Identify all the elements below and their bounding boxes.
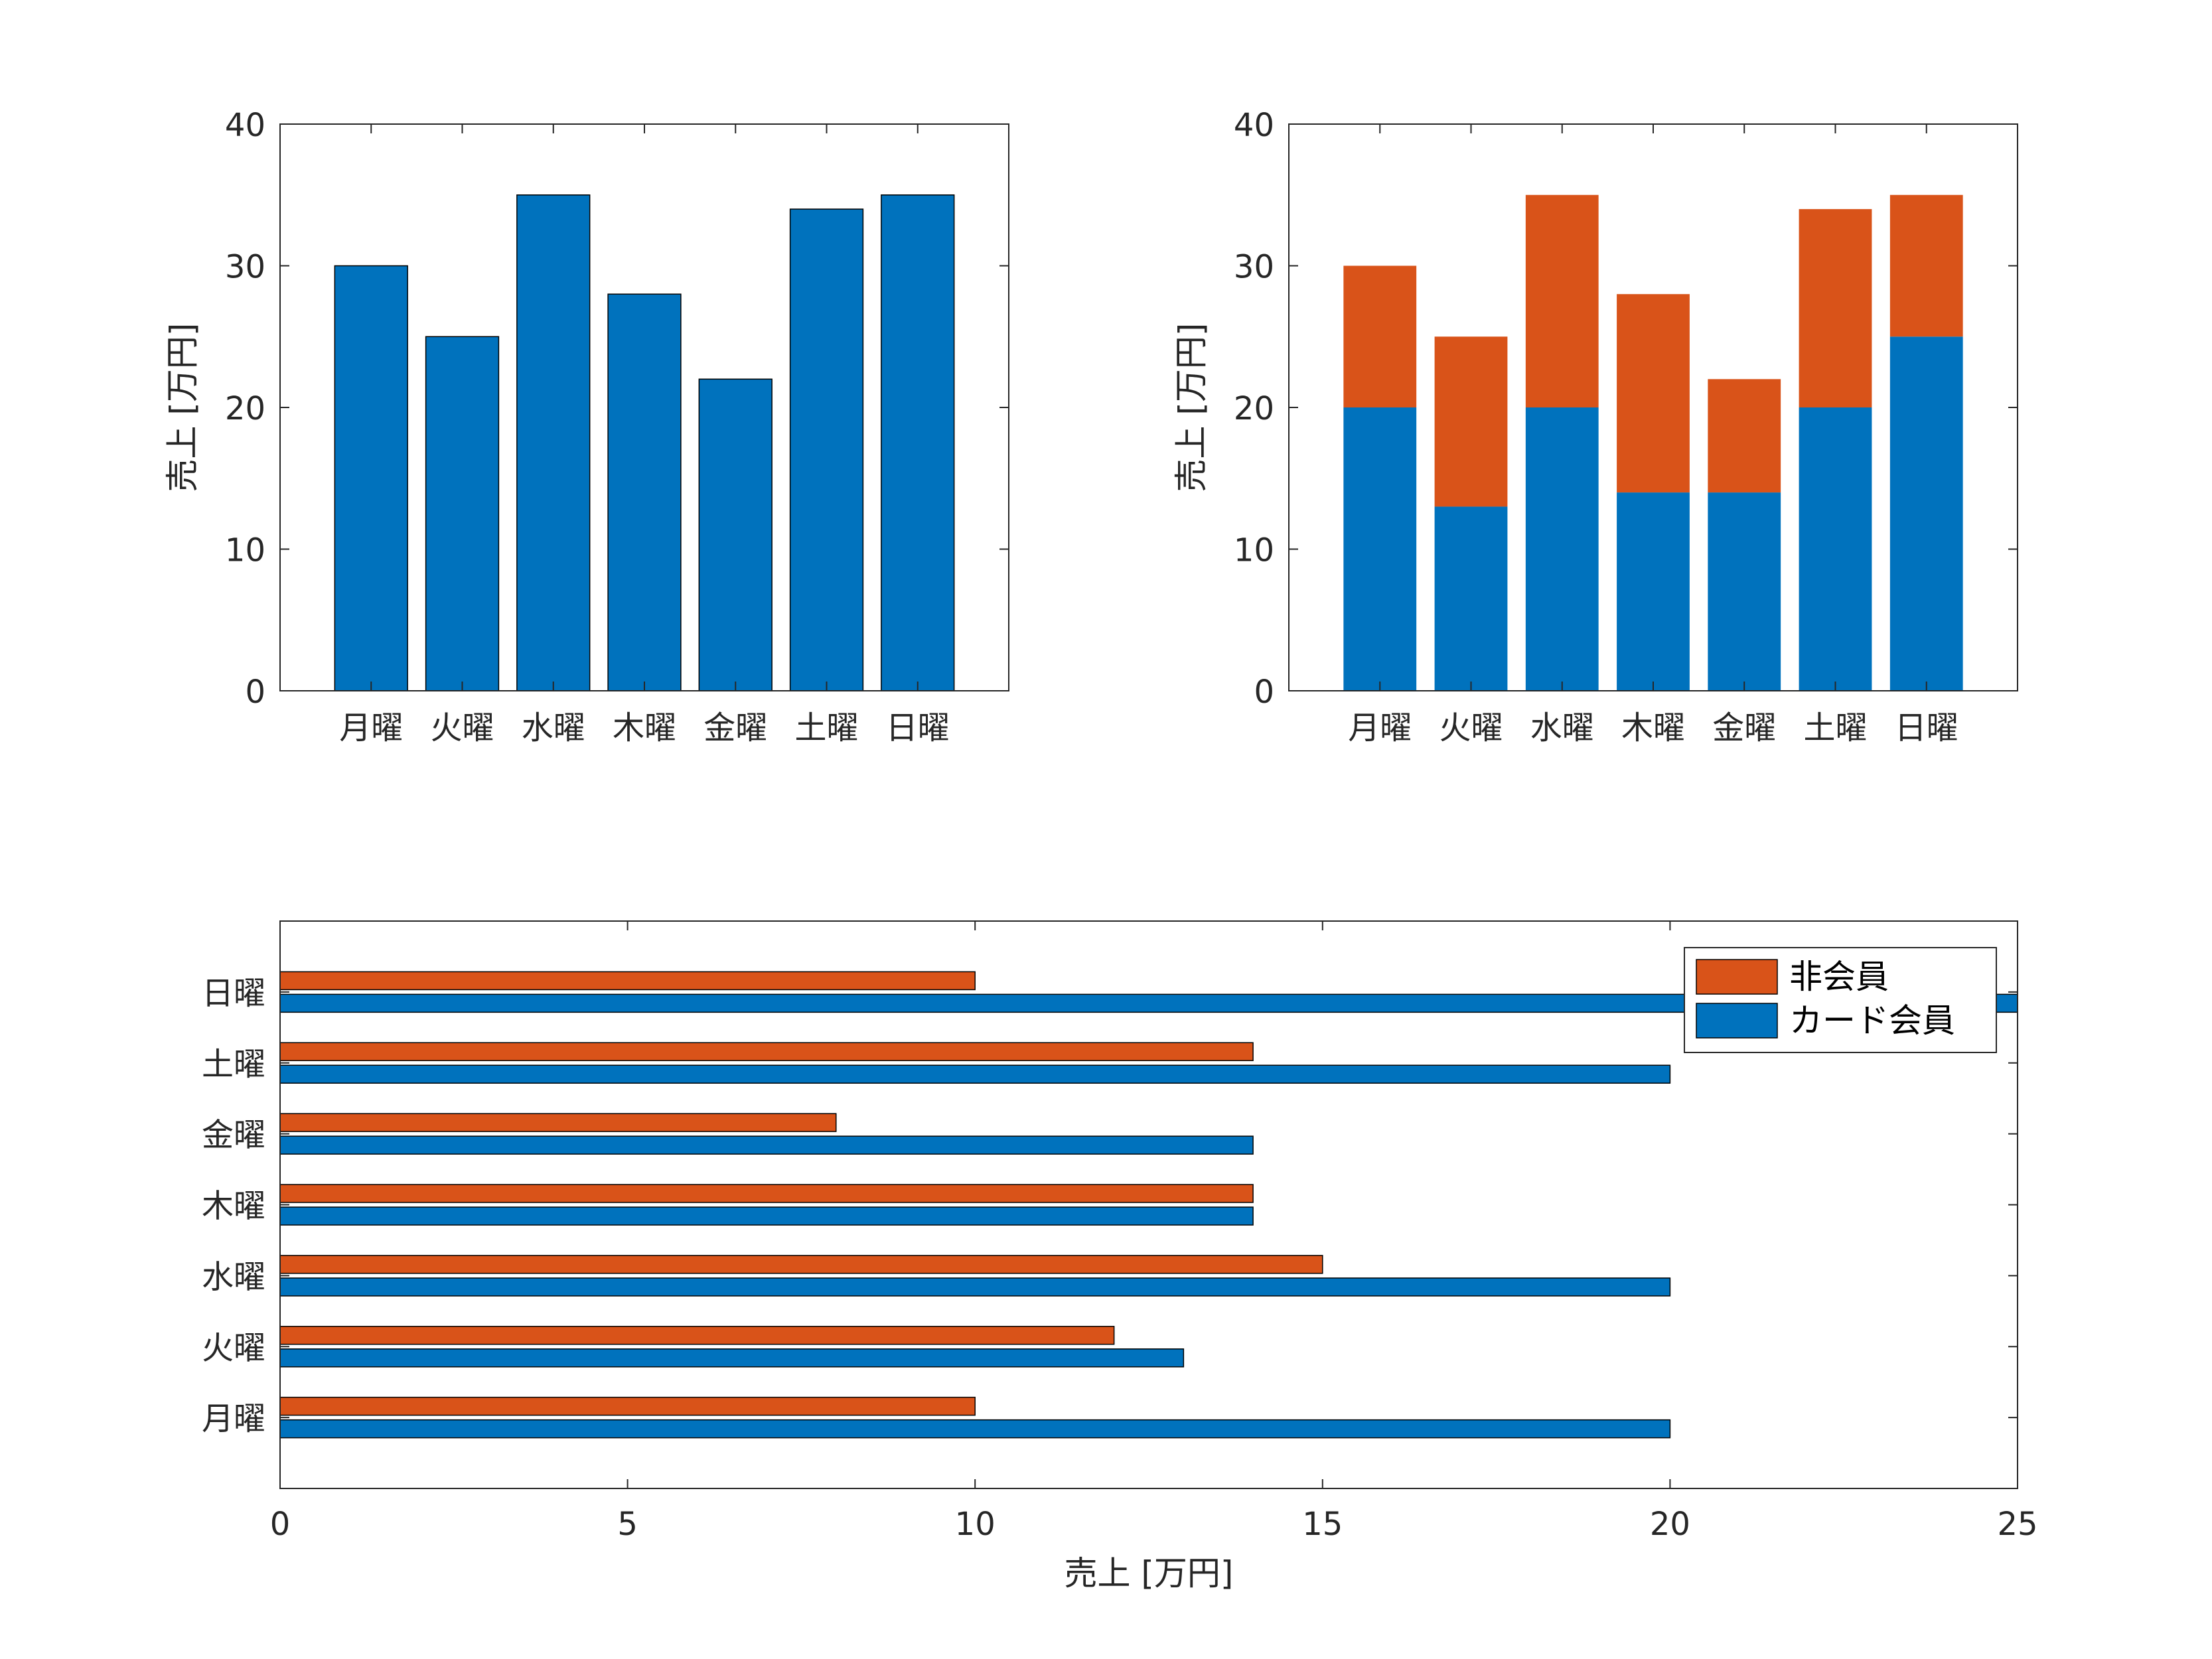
top-left-bar-土曜-s0: [789, 208, 864, 691]
top-left-ylabel: 売上 [万円]: [163, 323, 202, 492]
top-right-bar-金曜-s0: [1708, 492, 1781, 691]
bottom-xlabel: 売上 [万円]: [1065, 1554, 1234, 1593]
top-left-category-label: 金曜: [703, 709, 767, 747]
bottom-bar-木曜-カード会員: [279, 1206, 1254, 1226]
top-left-category-label: 木曜: [613, 709, 676, 747]
top-left-category-label: 火曜: [430, 709, 494, 747]
top-left-ytick-label: 40: [225, 107, 265, 144]
bottom-bar-水曜-非会員: [279, 1255, 1323, 1274]
top-left-category-label: 月曜: [339, 709, 403, 747]
top-left-bar-水曜-s0: [516, 194, 591, 691]
top-right-category-label: 金曜: [1712, 709, 1776, 747]
bottom-xtick-label: 25: [1997, 1506, 2037, 1543]
bottom-bar-土曜-カード会員: [279, 1064, 1671, 1084]
top-right-ylabel: 売上 [万円]: [1172, 323, 1211, 492]
top-right-bar-火曜-s0: [1434, 506, 1508, 691]
top-right-category-label: 日曜: [1895, 709, 1958, 747]
top-right-bar-月曜-s1: [1343, 265, 1417, 407]
bottom-category-label: 水曜: [202, 1258, 265, 1295]
top-left-ytick-label: 10: [225, 532, 265, 569]
top-right-bar-土曜-s0: [1799, 407, 1872, 691]
top-left-bar-金曜-s0: [698, 378, 773, 691]
legend-label-0: 非会員: [1789, 958, 1889, 996]
top-right-bar-日曜-s0: [1889, 336, 1963, 691]
top-right-category-label: 木曜: [1621, 709, 1685, 747]
bottom-bar-金曜-カード会員: [279, 1135, 1254, 1155]
bottom-bar-月曜-カード会員: [279, 1419, 1671, 1439]
top-left-bar-日曜-s0: [881, 194, 955, 691]
bottom-bar-金曜-非会員: [279, 1113, 837, 1132]
top-right-ytick-label: 20: [1234, 390, 1274, 427]
bottom-category-label: 金曜: [202, 1117, 265, 1154]
top-right-category-label: 月曜: [1348, 709, 1412, 747]
top-right-ytick-label: 10: [1234, 532, 1274, 569]
top-right-bar-火曜-s1: [1434, 336, 1508, 507]
bottom-xtick-label: 5: [617, 1506, 638, 1543]
bottom-bar-土曜-非会員: [279, 1042, 1254, 1061]
top-left-bar-火曜-s0: [425, 336, 500, 691]
top-left-ytick-label: 20: [225, 390, 265, 427]
top-right-category-label: 土曜: [1803, 709, 1867, 747]
bottom-xtick-label: 20: [1650, 1506, 1690, 1543]
bottom-category-label: 火曜: [202, 1329, 265, 1366]
top-left-bar-木曜-s0: [607, 293, 682, 691]
top-right-category-label: 火曜: [1439, 709, 1503, 747]
bottom-bar-火曜-非会員: [279, 1326, 1115, 1345]
bottom-xtick-label: 10: [955, 1506, 995, 1543]
top-right-ytick-label: 40: [1234, 107, 1274, 144]
top-right-bar-水曜-s0: [1525, 407, 1599, 691]
legend-label-1: カード会員: [1789, 1001, 1955, 1040]
bottom-bar-火曜-カード会員: [279, 1348, 1185, 1368]
bottom-xtick-label: 15: [1302, 1506, 1343, 1543]
top-right-bar-日曜-s1: [1889, 194, 1963, 337]
bottom-bar-月曜-非会員: [279, 1396, 976, 1416]
bottom-xtick-label: 0: [270, 1506, 291, 1543]
top-right-ytick-label: 0: [1254, 674, 1274, 711]
bottom-category-label: 木曜: [202, 1188, 265, 1225]
top-right-bar-水曜-s1: [1525, 194, 1599, 407]
legend-swatch-0: [1696, 959, 1778, 995]
top-left-bar-月曜-s0: [334, 265, 408, 691]
bottom-category-label: 月曜: [202, 1400, 265, 1437]
top-left-ytick-label: 0: [245, 674, 265, 711]
bottom-bar-水曜-カード会員: [279, 1277, 1671, 1297]
top-right-bar-月曜-s0: [1343, 407, 1417, 691]
top-left-category-label: 水曜: [522, 709, 585, 747]
top-right-bar-木曜-s1: [1617, 294, 1690, 493]
top-left-category-label: 日曜: [886, 709, 950, 747]
top-right-bar-金曜-s1: [1708, 379, 1781, 493]
top-right-bar-木曜-s0: [1617, 492, 1690, 691]
top-left-ytick-label: 30: [225, 249, 265, 286]
bottom-category-label: 土曜: [202, 1046, 265, 1083]
top-left-category-label: 土曜: [794, 709, 858, 747]
top-right-ytick-label: 30: [1234, 249, 1274, 286]
top-left-chart: 0 10 20 30 40 月曜 火曜 水曜 木曜 金曜 土曜 日曜 売上 [万円]: [163, 107, 1009, 747]
bottom-bar-日曜-非会員: [279, 971, 976, 991]
bottom-bar-木曜-非会員: [279, 1184, 1254, 1203]
legend-swatch-1: [1696, 1003, 1778, 1039]
top-right-category-label: 水曜: [1530, 709, 1594, 747]
top-right-chart: 0 10 20 30 40 月曜 火曜 水曜 木曜 金曜 土曜 日曜 売上 [万円]: [1172, 107, 2018, 747]
bottom-category-label: 日曜: [202, 975, 265, 1012]
top-right-bar-土曜-s1: [1799, 209, 1872, 407]
